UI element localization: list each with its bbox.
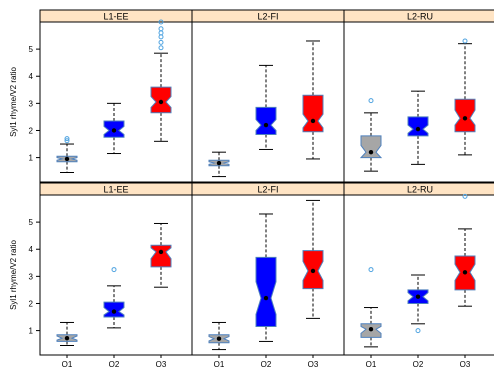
- box-q1: Q1: [56, 321, 78, 367]
- outlier-point: [158, 19, 164, 25]
- box-q2: [103, 102, 125, 185]
- x-tick-label: Q2: [413, 360, 424, 367]
- median-point: [216, 336, 222, 341]
- panel-title: L2-FI: [257, 185, 278, 195]
- box-q1: Q1: [208, 321, 230, 367]
- outlier-point: [415, 328, 421, 334]
- panel-l2-ru: L2-RU: [343, 9, 494, 185]
- median-point: [462, 270, 468, 275]
- box-q3: [454, 38, 476, 185]
- x-tick-label: Q1: [214, 360, 225, 367]
- x-tick-label: Q3: [460, 360, 471, 367]
- panel-l2-fi: L2-FI Q1 Q2 Q3: [191, 182, 345, 367]
- panel-l2-ru: L2-RU Q1 Q2 Q3: [343, 182, 494, 367]
- median-point: [415, 126, 421, 132]
- x-tick-label: Q3: [308, 360, 319, 367]
- box-body: [255, 106, 277, 135]
- x-tick-label: Q1: [62, 360, 73, 367]
- y-tick-label: 5: [29, 45, 34, 54]
- box-q3: [302, 40, 324, 185]
- panel-frame: [343, 194, 494, 356]
- box-q3: Q3: [150, 222, 172, 367]
- median-point: [64, 335, 70, 341]
- box-q2: Q2: [255, 213, 277, 367]
- outlier-point: [158, 34, 164, 40]
- box-q3: Q3: [454, 193, 476, 367]
- panel-l1-ee: L1-EE Q1 Q2 Q3: [39, 182, 193, 367]
- y-tick-label: 3: [29, 99, 34, 108]
- outlier-point: [64, 136, 70, 142]
- outlier-point: [368, 98, 374, 104]
- median-point: [415, 294, 421, 299]
- box-q1: [359, 98, 383, 185]
- box-q1: Q1: [360, 267, 382, 367]
- panel-l2-fi: L2-FI: [191, 9, 345, 185]
- y-axis-label: Syl1 rhyme/V2 ratio: [9, 67, 18, 137]
- outlier-point: [462, 38, 468, 44]
- x-tick-label: Q2: [109, 360, 120, 367]
- outlier-point: [462, 193, 468, 199]
- y-tick-label: 5: [29, 218, 34, 227]
- y-axis-label: Syl1 rhyme/V2 ratio: [9, 240, 18, 310]
- median-point: [368, 149, 374, 155]
- x-tick-label: Q1: [366, 360, 377, 367]
- panel-row-1: 1 2 3 4 5 Syl1 rhyme/V2 ratio L1-EE L2-FI L2-RU: [9, 9, 494, 185]
- median-point: [111, 309, 117, 314]
- outlier-point: [158, 30, 164, 36]
- median-point: [462, 116, 468, 121]
- box-q2: Q2: [407, 274, 429, 367]
- x-tick-label: Q2: [261, 360, 272, 367]
- median-point: [111, 128, 117, 133]
- outlier-point: [158, 26, 164, 32]
- outlier-point: [158, 45, 164, 51]
- x-tick-label: Q3: [156, 360, 167, 367]
- outlier-point: [111, 267, 117, 273]
- panel-title: L2-FI: [257, 12, 278, 22]
- median-point: [216, 160, 222, 166]
- median-point: [310, 118, 316, 124]
- median-point: [368, 327, 374, 332]
- box-body: [255, 256, 277, 327]
- box-body: [150, 244, 172, 268]
- box-q2: [255, 64, 277, 185]
- y-tick-label: 1: [29, 327, 34, 336]
- box-q2: Q2: [103, 267, 125, 367]
- y-tick-label: 4: [29, 72, 34, 81]
- panel-title: L2-RU: [407, 185, 433, 195]
- y-tick-label: 3: [29, 272, 34, 281]
- panel-title: L2-RU: [407, 12, 433, 22]
- panel-frame: [343, 21, 494, 183]
- box-q1: [56, 136, 78, 185]
- box-q1: [208, 151, 230, 185]
- box-q3: Q3: [302, 199, 324, 367]
- y-tick-label: 2: [29, 299, 34, 308]
- median-point: [64, 156, 70, 162]
- y-tick-label: 1: [29, 154, 34, 163]
- box-body: [454, 98, 476, 133]
- panel-l1-ee: L1-EE: [39, 9, 193, 185]
- box-q3: [150, 19, 172, 185]
- outlier-point: [368, 267, 374, 273]
- median-point: [158, 249, 164, 255]
- outlier-point: [64, 138, 70, 144]
- median-point: [263, 295, 269, 301]
- panel-title: L1-EE: [103, 12, 128, 22]
- y-tick-label: 4: [29, 245, 34, 254]
- panel-title: L1-EE: [103, 185, 128, 195]
- box-body: [407, 116, 429, 137]
- box-q2: [407, 90, 429, 185]
- panel-frame: [39, 194, 193, 356]
- y-tick-label: 2: [29, 126, 34, 135]
- box-body: [359, 135, 383, 159]
- median-point: [158, 99, 164, 105]
- median-point: [263, 122, 269, 128]
- median-point: [310, 268, 316, 274]
- box-body: [302, 94, 324, 133]
- outlier-point: [158, 39, 164, 45]
